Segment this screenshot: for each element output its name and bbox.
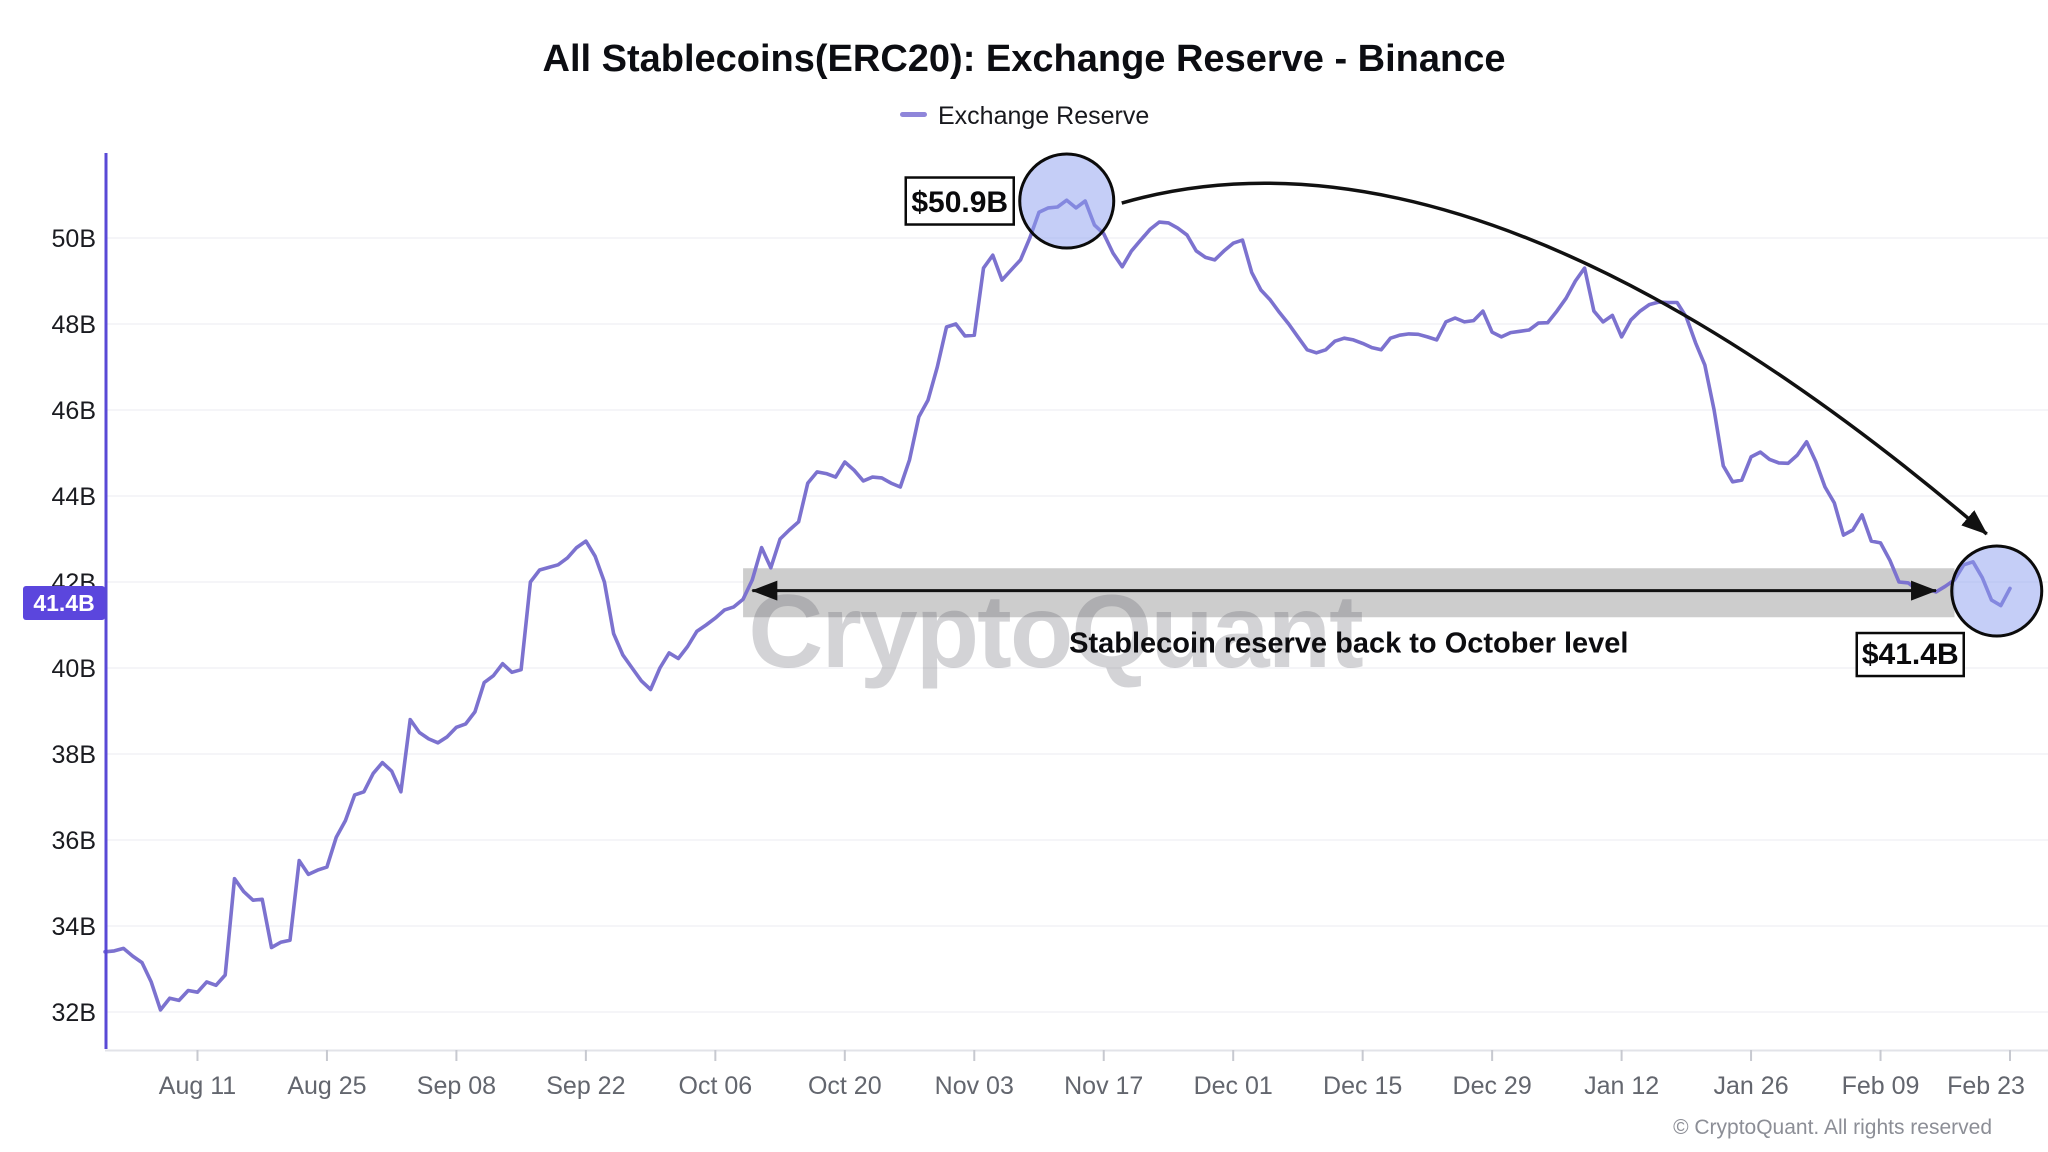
current-value-label: $41.4B <box>1862 638 1959 671</box>
x-tick-label-Feb-23: Feb 23 <box>1947 1072 2025 1100</box>
legend-swatch <box>900 112 927 117</box>
x-tick-label-Sep-22: Sep 22 <box>546 1072 625 1100</box>
chart-title: All Stablecoins(ERC20): Exchange Reserve… <box>543 38 1506 80</box>
legend-label: Exchange Reserve <box>938 102 1149 130</box>
y-tick-label-44B: 44B <box>52 483 96 511</box>
current-badge-label: 41.4B <box>33 590 94 616</box>
x-tick-label-Aug-11: Aug 11 <box>159 1072 236 1100</box>
x-tick-label-Oct-20: Oct 20 <box>808 1072 882 1100</box>
x-tick-label-Dec-15: Dec 15 <box>1323 1072 1402 1100</box>
x-tick-label-Aug-25: Aug 25 <box>287 1072 366 1100</box>
y-tick-label-48B: 48B <box>52 311 96 339</box>
current-badge-bg <box>23 586 105 620</box>
y-tick-label-50B: 50B <box>52 225 96 253</box>
y-tick-label-38B: 38B <box>52 741 96 769</box>
current-value-box <box>1855 631 1966 678</box>
legend: Exchange Reserve <box>900 102 1149 130</box>
band-caption: Stablecoin reserve back to October level <box>1069 627 1628 659</box>
x-tick-label-Oct-06: Oct 06 <box>679 1072 753 1100</box>
highlight-circles <box>1018 152 2044 638</box>
x-tick-label-Nov-17: Nov 17 <box>1064 1072 1143 1100</box>
y-axis-current-badge: 41.4B <box>23 586 105 620</box>
x-tick-label-Dec-29: Dec 29 <box>1453 1072 1532 1100</box>
y-tick-label-36B: 36B <box>52 827 96 855</box>
peak-value-label: $50.9B <box>911 186 1008 219</box>
peak-highlight-circle <box>1018 152 1116 250</box>
x-tick-label-Feb-09: Feb 09 <box>1842 1072 1920 1100</box>
peak-to-current-curved-arrow <box>1121 181 1988 536</box>
x-tick-label-Dec-01: Dec 01 <box>1194 1072 1273 1100</box>
annotation-arrows <box>751 181 1988 601</box>
x-tick-label-Jan-26: Jan 26 <box>1714 1072 1789 1100</box>
x-axis: Aug 11 Aug 25 Sep 08 Sep 22 Oct 06 Oct 20 Nov … <box>105 1049 2048 1100</box>
y-tick-label-34B: 34B <box>52 913 96 941</box>
y-tick-label-46B: 46B <box>52 397 96 425</box>
x-tick-label-Jan-12: Jan 12 <box>1584 1072 1659 1100</box>
x-tick-label-Nov-03: Nov 03 <box>935 1072 1014 1100</box>
end-highlight-circle <box>1950 544 2044 638</box>
y-tick-label-40B: 40B <box>52 655 96 683</box>
copyright-footer: © CryptoQuant. All rights reserved <box>1673 1116 1992 1139</box>
x-tick-label-Sep-08: Sep 08 <box>417 1072 496 1100</box>
peak-value-callout: $50.9B <box>904 176 1015 226</box>
current-value-callout: $41.4B <box>1855 631 1966 678</box>
y-tick-label-32B: 32B <box>52 999 96 1027</box>
peak-value-box <box>904 176 1015 226</box>
